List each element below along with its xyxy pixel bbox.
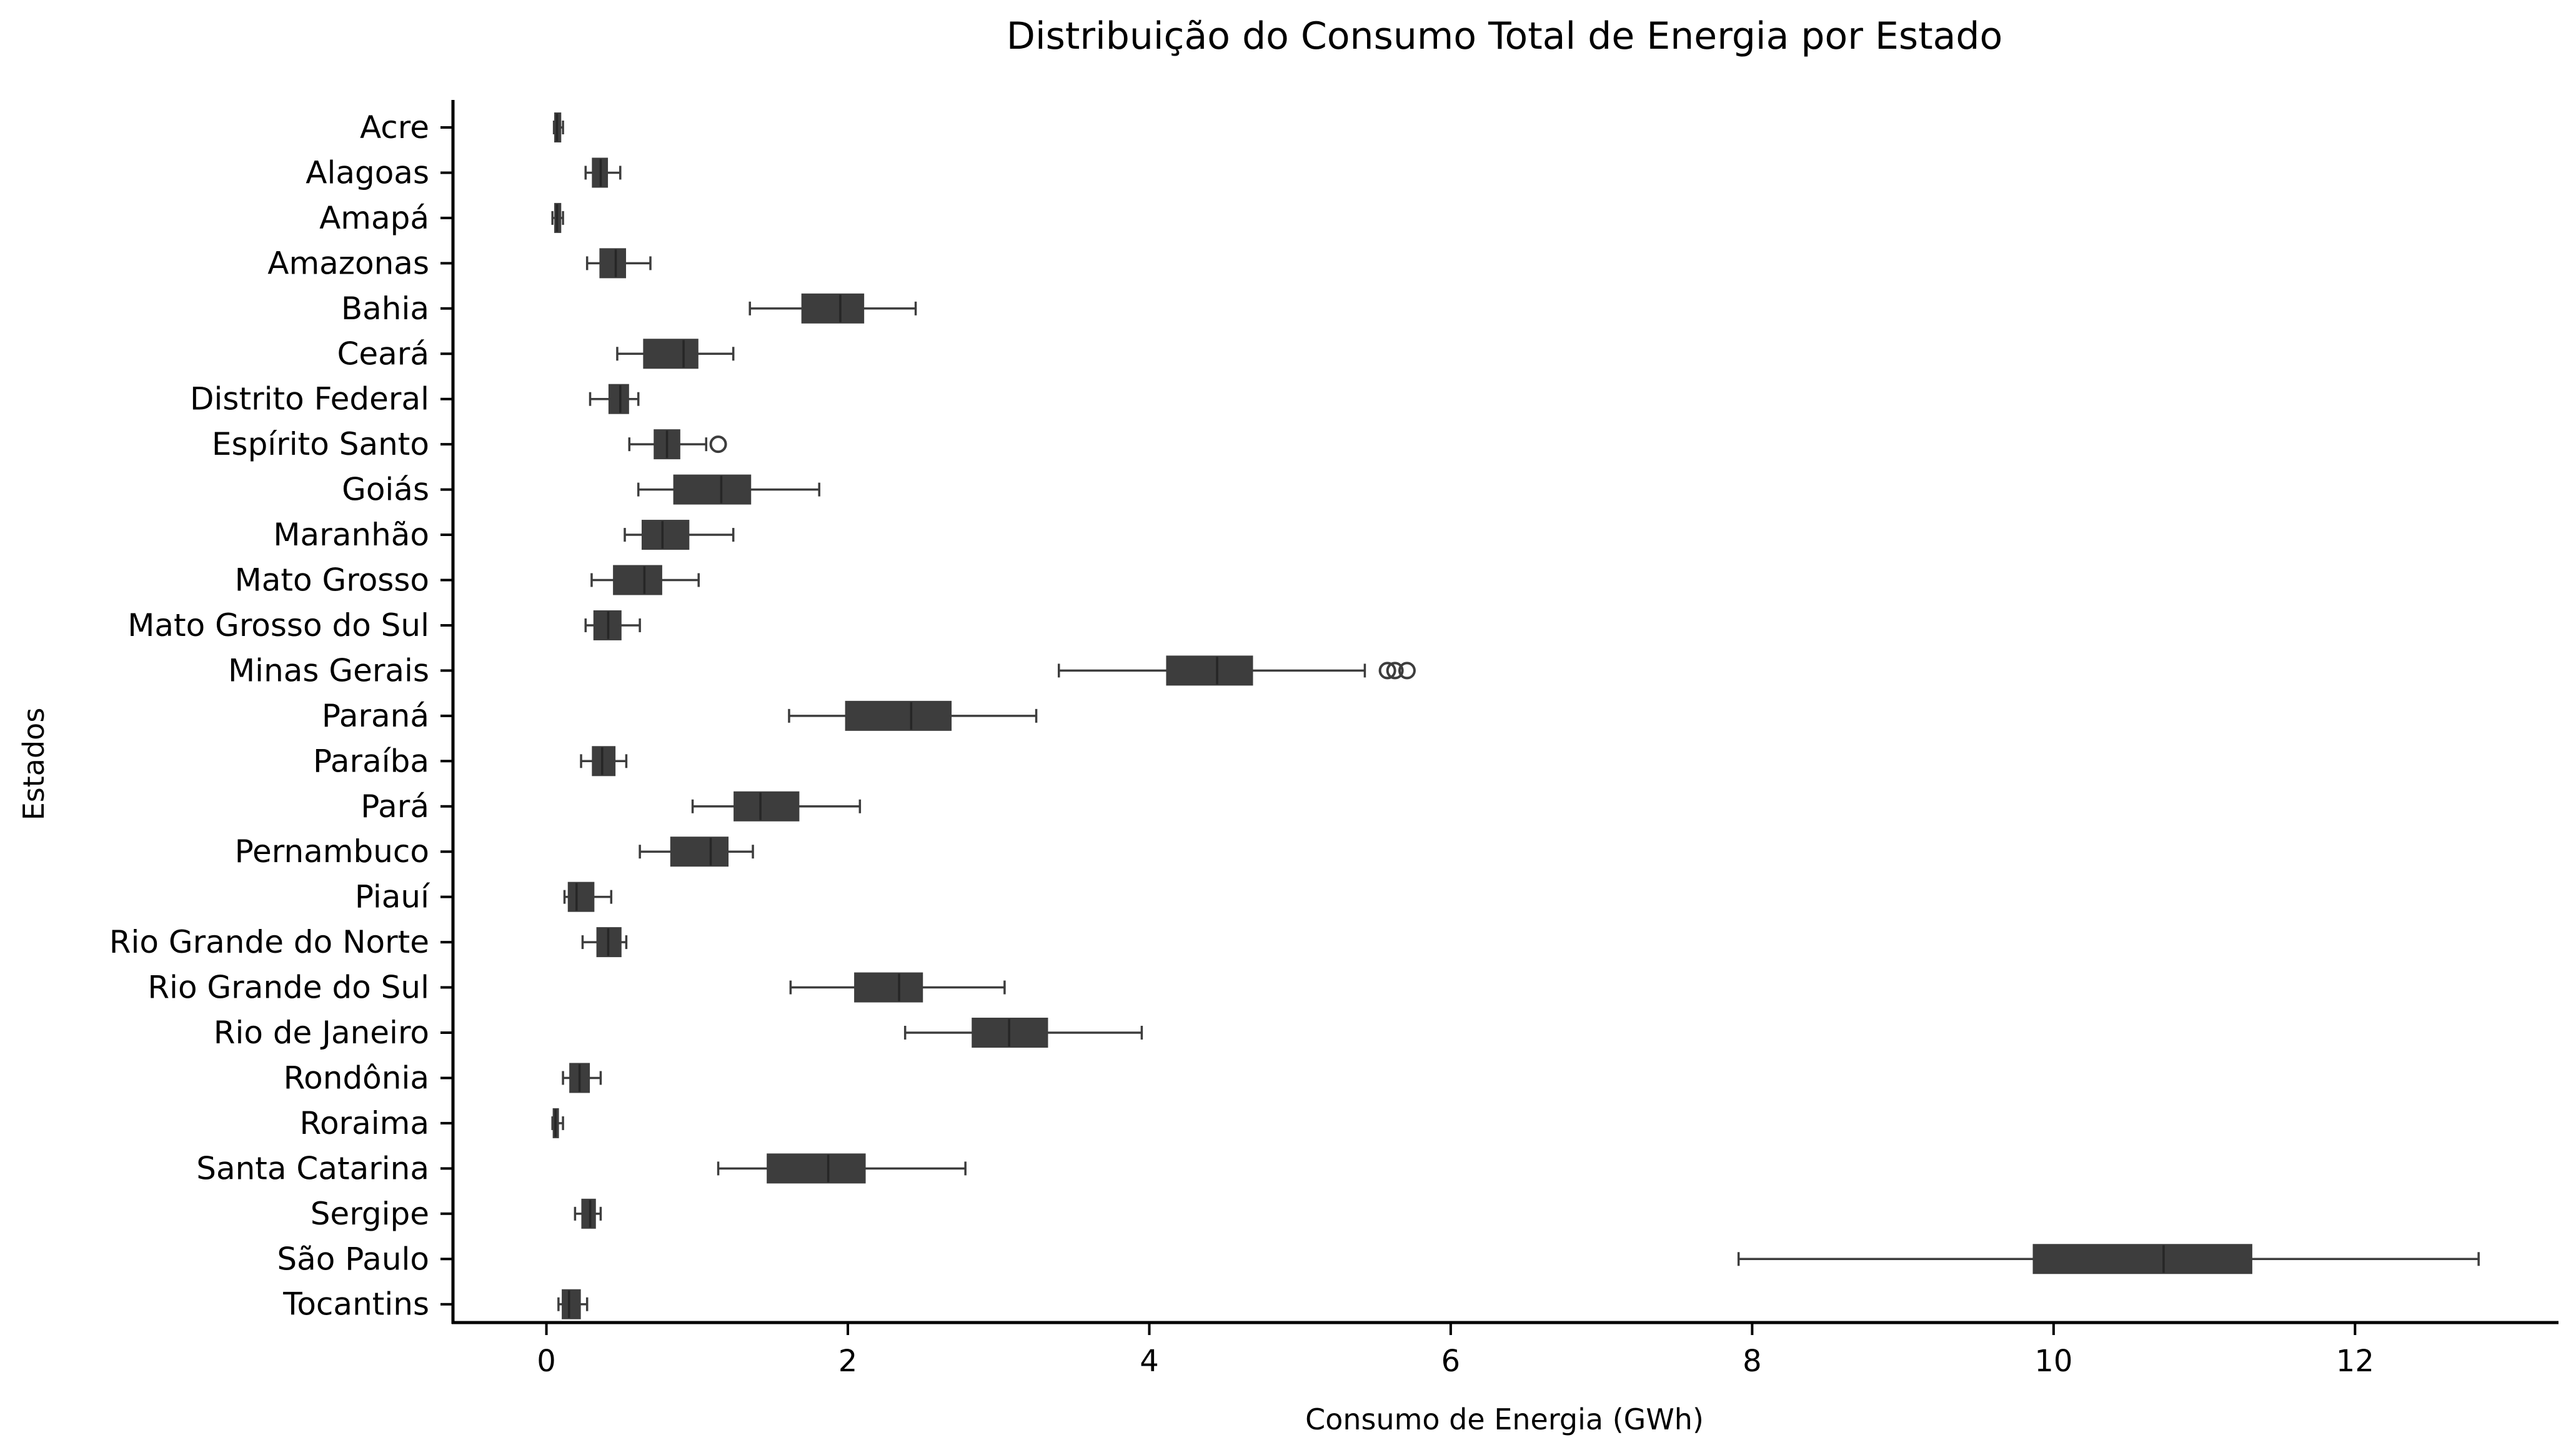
- y-tick-label: Ceará: [337, 335, 429, 372]
- box-group: [589, 384, 640, 414]
- y-tick-label: Santa Catarina: [196, 1150, 429, 1186]
- box-group: [562, 1063, 602, 1093]
- y-tick-label: Minas Gerais: [228, 652, 429, 688]
- y-tick-label: Rio de Janeiro: [214, 1015, 429, 1051]
- box: [734, 791, 800, 822]
- box: [599, 248, 627, 279]
- box-group: [581, 927, 628, 958]
- y-tick-label: Rio Grande do Norte: [109, 924, 429, 960]
- x-tick-label: 0: [537, 1344, 556, 1379]
- box-group: [789, 972, 1006, 1003]
- plot-area: [551, 112, 2480, 1319]
- y-tick-label: Paraná: [322, 698, 429, 734]
- y-axis: Acre Alagoas Amapá Amazonas Bahia Ceará Distri…: [109, 100, 455, 1324]
- box: [581, 1198, 596, 1229]
- x-tick-label: 10: [2034, 1344, 2072, 1379]
- box-group: [616, 339, 735, 369]
- y-tick-label: Rondônia: [284, 1060, 429, 1096]
- box-group: [717, 1153, 967, 1184]
- box-group: [557, 1289, 589, 1319]
- box-group: [1057, 655, 1416, 686]
- box: [641, 520, 690, 550]
- box-group: [691, 791, 862, 822]
- box: [2032, 1244, 2252, 1274]
- box: [854, 972, 923, 1003]
- box-group: [788, 700, 1038, 731]
- y-tick-label: Piauí: [355, 879, 430, 915]
- box: [673, 474, 752, 505]
- box: [643, 339, 699, 369]
- x-tick-label: 2: [838, 1344, 858, 1379]
- box: [767, 1153, 866, 1184]
- box: [613, 565, 662, 595]
- box-group: [574, 1198, 602, 1229]
- box: [845, 700, 952, 731]
- y-tick-label: Amazonas: [267, 245, 429, 281]
- box: [562, 1289, 581, 1319]
- box-group: [584, 610, 641, 640]
- box-group: [624, 520, 735, 550]
- box-group: [628, 429, 727, 460]
- y-tick-label: Mato Grosso: [235, 562, 429, 598]
- y-tick-label: Acre: [360, 109, 429, 146]
- y-tick-label: Espírito Santo: [212, 426, 429, 462]
- y-tick-label: Sergipe: [311, 1196, 429, 1232]
- box: [801, 293, 865, 324]
- outlier-point: [1386, 662, 1404, 680]
- y-tick-label: São Paulo: [277, 1241, 429, 1277]
- y-tick-label: Goiás: [342, 472, 429, 508]
- y-tick-label: Pará: [361, 788, 429, 825]
- box-group: [1737, 1244, 2480, 1274]
- x-tick-label: 12: [2336, 1344, 2374, 1379]
- y-tick-label: Bahia: [341, 291, 429, 327]
- y-tick-label: Mato Grosso do Sul: [127, 607, 429, 643]
- y-tick-label: Distrito Federal: [190, 381, 429, 417]
- y-tick-label: Rio Grande do Sul: [147, 970, 429, 1006]
- y-tick-label: Tocantins: [282, 1286, 429, 1323]
- box: [592, 746, 616, 777]
- box-group: [748, 293, 917, 324]
- outlier-point: [709, 435, 727, 454]
- box-group: [552, 112, 564, 142]
- box-group: [584, 157, 622, 188]
- y-axis-label: Estados: [17, 708, 51, 821]
- box-group: [639, 837, 754, 867]
- box-group: [637, 474, 820, 505]
- y-tick-label: Paraíba: [313, 743, 429, 779]
- y-tick-label: Amapá: [319, 200, 429, 236]
- x-axis-label: Consumo de Energia (GWh): [1305, 1403, 1704, 1436]
- outlier-point: [1378, 662, 1396, 680]
- x-tick-label: 6: [1441, 1344, 1461, 1379]
- x-tick-label: 8: [1743, 1344, 1762, 1379]
- box-group: [551, 1108, 564, 1138]
- box: [608, 384, 629, 414]
- chart-title: Distribuição do Consumo Total de Energia…: [1007, 14, 2002, 58]
- x-tick-label: 4: [1140, 1344, 1159, 1379]
- box-group: [903, 1018, 1143, 1048]
- box-group: [551, 202, 564, 233]
- y-tick-label: Pernambuco: [235, 833, 429, 870]
- y-tick-label: Alagoas: [306, 154, 429, 191]
- outlier-point: [1398, 662, 1416, 680]
- box: [1166, 655, 1253, 686]
- box: [567, 881, 595, 912]
- box-group: [580, 746, 628, 777]
- box: [670, 837, 729, 867]
- box-group: [590, 565, 700, 595]
- y-tick-label: Maranhão: [273, 517, 429, 553]
- box-group: [585, 248, 652, 279]
- x-axis: 0 2 4 6 8 10 12: [452, 1321, 2559, 1379]
- box-group: [563, 881, 613, 912]
- y-tick-label: Roraima: [299, 1105, 429, 1141]
